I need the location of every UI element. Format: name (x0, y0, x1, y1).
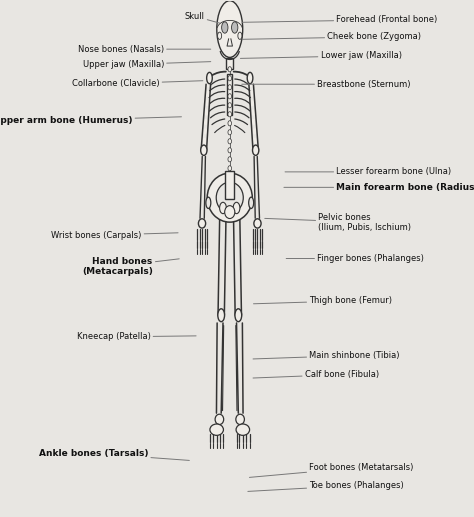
Text: Lesser forearm bone (Ulna): Lesser forearm bone (Ulna) (285, 168, 451, 176)
Text: Lower jaw (Maxilla): Lower jaw (Maxilla) (240, 51, 401, 60)
Ellipse shape (206, 197, 211, 208)
Text: Main shinbone (Tibia): Main shinbone (Tibia) (253, 351, 400, 360)
Text: Foot bones (Metatarsals): Foot bones (Metatarsals) (249, 463, 414, 477)
Ellipse shape (251, 110, 255, 116)
Ellipse shape (202, 147, 206, 154)
Ellipse shape (204, 110, 209, 116)
Ellipse shape (215, 414, 224, 424)
Ellipse shape (233, 202, 240, 214)
Ellipse shape (249, 90, 255, 97)
Ellipse shape (248, 81, 254, 87)
Ellipse shape (228, 148, 232, 153)
Text: Hand bones
(Metacarpals): Hand bones (Metacarpals) (82, 256, 179, 276)
Ellipse shape (228, 75, 232, 81)
Bar (227, 58, 233, 69)
Ellipse shape (253, 145, 259, 156)
Text: Toe bones (Phalanges): Toe bones (Phalanges) (248, 481, 404, 491)
Text: Collarbone (Clavicle): Collarbone (Clavicle) (72, 79, 203, 88)
Ellipse shape (228, 166, 232, 171)
Text: Finger bones (Phalanges): Finger bones (Phalanges) (286, 254, 424, 263)
Text: Ankle bones (Tarsals): Ankle bones (Tarsals) (39, 449, 189, 461)
Text: Forehead (Frontal bone): Forehead (Frontal bone) (242, 16, 438, 24)
Bar (225, 171, 234, 199)
Ellipse shape (253, 138, 257, 144)
Ellipse shape (225, 206, 235, 219)
Ellipse shape (247, 72, 253, 84)
Ellipse shape (205, 90, 210, 97)
Ellipse shape (228, 139, 232, 144)
Ellipse shape (251, 119, 256, 125)
Ellipse shape (228, 130, 232, 135)
Ellipse shape (210, 424, 223, 435)
Ellipse shape (228, 112, 232, 117)
Ellipse shape (203, 119, 208, 125)
Ellipse shape (206, 81, 211, 87)
Ellipse shape (228, 67, 232, 72)
Ellipse shape (202, 138, 207, 144)
Ellipse shape (252, 128, 256, 134)
Ellipse shape (236, 414, 245, 424)
Ellipse shape (249, 197, 254, 208)
Text: Skull: Skull (184, 12, 220, 23)
Ellipse shape (254, 219, 261, 228)
Ellipse shape (218, 32, 222, 39)
Ellipse shape (228, 184, 232, 189)
Ellipse shape (250, 100, 255, 106)
Ellipse shape (238, 32, 242, 39)
Ellipse shape (199, 219, 206, 228)
Ellipse shape (228, 175, 232, 180)
Ellipse shape (228, 157, 232, 162)
Ellipse shape (254, 147, 258, 154)
Ellipse shape (207, 173, 252, 222)
Ellipse shape (228, 103, 232, 108)
Ellipse shape (222, 22, 228, 33)
Text: Wrist bones (Carpals): Wrist bones (Carpals) (51, 231, 178, 240)
Ellipse shape (228, 120, 232, 126)
Ellipse shape (228, 85, 232, 90)
Ellipse shape (203, 128, 207, 134)
Ellipse shape (201, 145, 207, 156)
Bar (228, 74, 232, 115)
Ellipse shape (235, 309, 242, 322)
Text: Thigh bone (Femur): Thigh bone (Femur) (254, 296, 392, 305)
Text: Upper arm bone (Humerus): Upper arm bone (Humerus) (0, 116, 182, 125)
Ellipse shape (217, 1, 243, 57)
Ellipse shape (219, 202, 227, 214)
Ellipse shape (218, 309, 225, 322)
Text: Kneecap (Patella): Kneecap (Patella) (76, 332, 196, 341)
Text: Upper jaw (Maxilla): Upper jaw (Maxilla) (82, 60, 211, 69)
Ellipse shape (236, 424, 250, 435)
Ellipse shape (216, 182, 243, 213)
Text: Calf bone (Fibula): Calf bone (Fibula) (253, 370, 379, 379)
Text: Cheek bone (Zygoma): Cheek bone (Zygoma) (242, 32, 421, 41)
Text: Breastbone (Sternum): Breastbone (Sternum) (242, 80, 410, 89)
Text: Nose bones (Nasals): Nose bones (Nasals) (78, 44, 211, 54)
Text: Main forearm bone (Radius): Main forearm bone (Radius) (284, 183, 474, 192)
Ellipse shape (204, 100, 210, 106)
Ellipse shape (228, 94, 232, 99)
Ellipse shape (232, 22, 238, 33)
Text: Pelvic bones
(Ilium, Pubis, Ischium): Pelvic bones (Ilium, Pubis, Ischium) (265, 212, 411, 232)
Ellipse shape (207, 72, 212, 84)
